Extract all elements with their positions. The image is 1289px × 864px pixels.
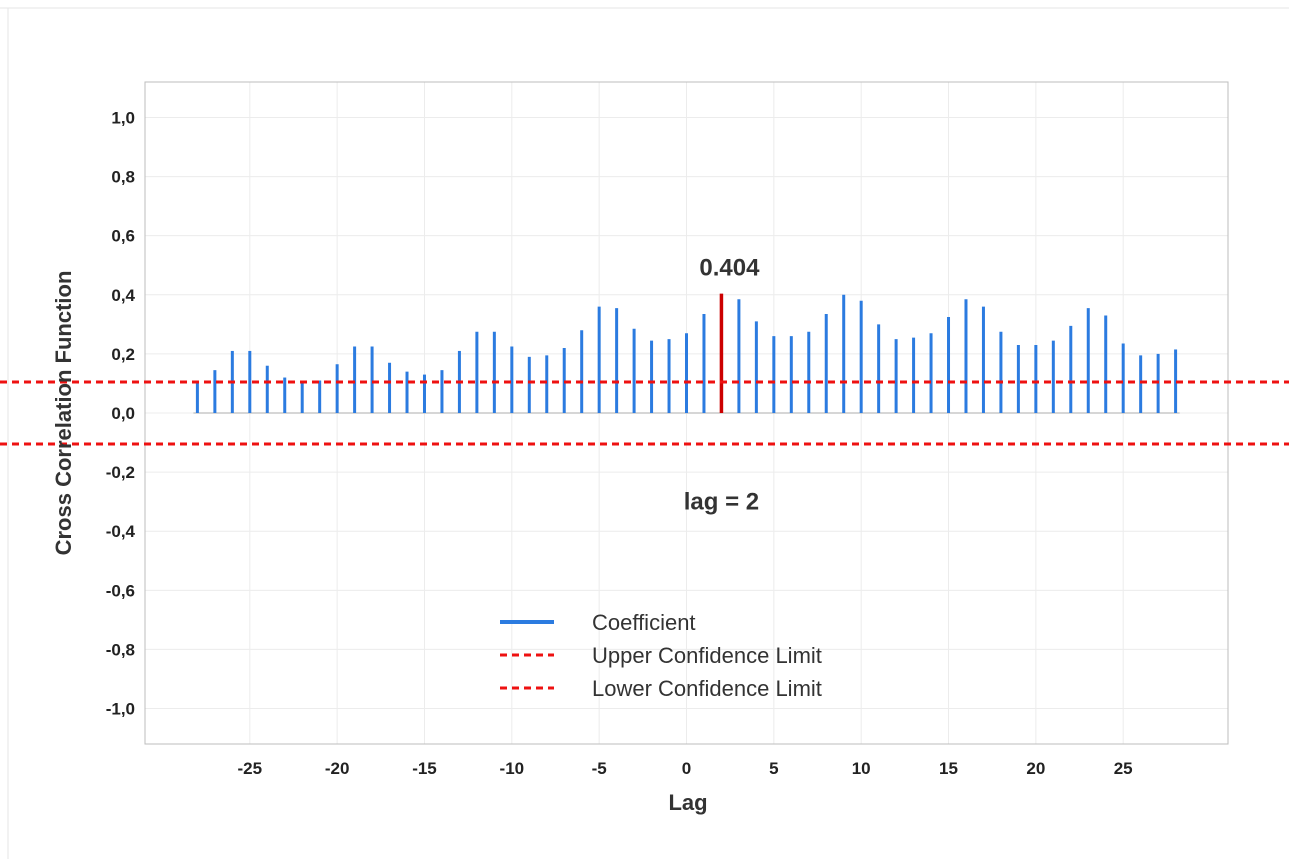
x-tick-label: -5 (592, 759, 607, 778)
y-tick-label: -0,2 (106, 463, 135, 482)
x-tick-label: 0 (682, 759, 691, 778)
y-tick-label: 0,6 (111, 227, 135, 246)
y-tick-label: 1,0 (111, 108, 135, 127)
y-axis-ticks: 1,0 0,8 0,6 0,4 0,2 0,0 -0,2 -0,4 -0,6 -0,8 -1,0 (106, 108, 136, 718)
x-tick-label: 10 (852, 759, 871, 778)
x-tick-label: 5 (769, 759, 778, 778)
x-tick-label: -20 (325, 759, 350, 778)
peak-value-label: 0.404 (699, 255, 760, 282)
legend-label-lower-confidence: Lower Confidence Limit (592, 676, 822, 701)
x-axis-ticks: -25 -20 -15 -10 -5 0 5 10 15 20 25 (238, 759, 1133, 778)
y-tick-label: -0,8 (106, 640, 135, 659)
lag-annotation: lag = 2 (684, 489, 759, 516)
legend: Coefficient Upper Confidence Limit Lower… (500, 610, 822, 701)
y-tick-label: 0,4 (111, 286, 135, 305)
y-axis-title: Cross Correlation Function (51, 271, 76, 556)
x-tick-label: -25 (238, 759, 263, 778)
y-tick-label: 0,8 (111, 168, 135, 187)
legend-label-coefficient: Coefficient (592, 610, 696, 635)
coefficient-bars (195, 293, 1178, 413)
y-tick-label: -0,4 (106, 522, 136, 541)
y-tick-label: 0,2 (111, 345, 135, 364)
x-axis-title: Lag (668, 790, 707, 815)
y-tick-label: -0,6 (106, 581, 135, 600)
y-tick-label: 0,0 (111, 404, 135, 423)
x-tick-label: -15 (412, 759, 437, 778)
plot-frame (144, 81, 1229, 745)
y-tick-label: -1,0 (106, 700, 135, 719)
x-tick-label: -10 (500, 759, 525, 778)
x-tick-label: 25 (1114, 759, 1133, 778)
legend-label-upper-confidence: Upper Confidence Limit (592, 643, 822, 668)
x-tick-label: 20 (1026, 759, 1045, 778)
x-tick-label: 15 (939, 759, 958, 778)
